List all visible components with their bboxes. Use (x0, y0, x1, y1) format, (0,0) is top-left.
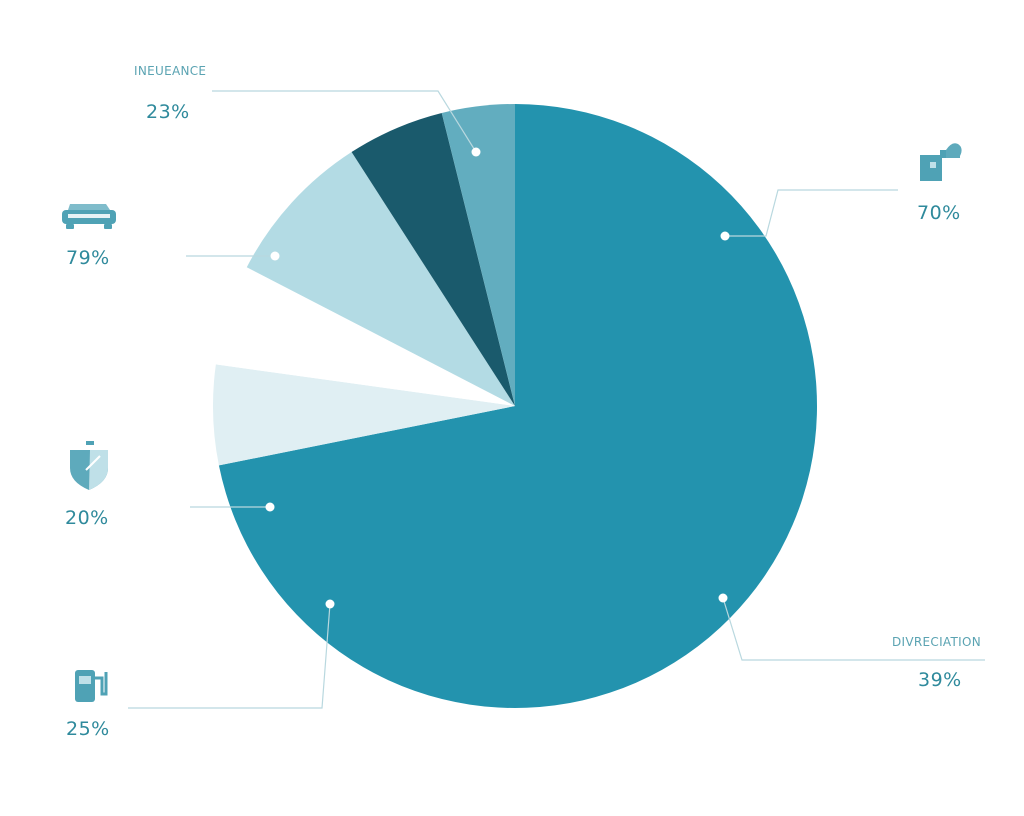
value-label-depreciation: 39% (918, 669, 962, 691)
leader-lines (128, 90, 985, 709)
pie-slice-light-mid (246, 152, 515, 406)
pie-slice-main (218, 104, 818, 708)
value-label-car: 79% (66, 247, 110, 269)
leader-line-insurance (212, 90, 477, 153)
dot-house (720, 231, 730, 241)
dot-fuel (325, 599, 335, 609)
car-icon (62, 204, 116, 229)
dot-car (270, 251, 280, 261)
dot-shield (265, 502, 275, 512)
house-icon (920, 143, 962, 181)
shield-icon (70, 441, 108, 490)
leader-line-fuel (128, 603, 331, 709)
fuel-pump-icon (75, 670, 108, 702)
leader-line-depreciation (722, 597, 985, 661)
value-label-house: 70% (917, 202, 961, 224)
pie-slice-gap (215, 267, 515, 406)
value-label-shield: 20% (65, 507, 109, 529)
dot-depreciation (718, 593, 728, 603)
slice-dots (265, 147, 730, 609)
category-label-depreciation: DIVRECIATION (892, 635, 981, 649)
dot-insurance (471, 147, 481, 157)
category-label-insurance: INEUEANCE (134, 64, 206, 78)
pie-slice-light-bottom (213, 364, 516, 466)
pie-slice-small-top (441, 104, 515, 406)
pie-slices (213, 104, 818, 708)
value-label-fuel: 25% (66, 718, 110, 740)
pie-slice-dark (351, 113, 515, 407)
value-label-insurance: 23% (146, 101, 190, 123)
leader-line-house (725, 189, 898, 237)
